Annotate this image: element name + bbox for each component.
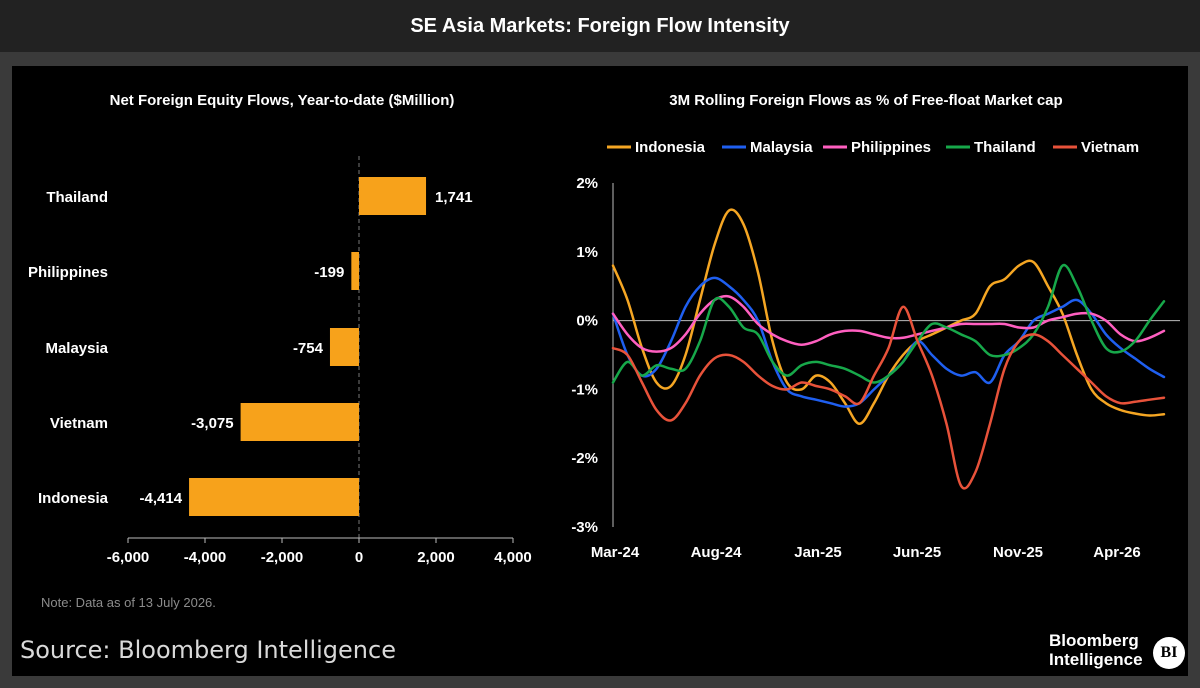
bar-malaysia <box>329 328 359 366</box>
bar-data-label: 1,741 <box>435 189 473 206</box>
bar-chart-note: Note: Data as of 13 July 2026. <box>41 595 216 610</box>
legend-label: Thailand <box>974 139 1036 156</box>
bar-category-label: Vietnam <box>50 415 108 432</box>
bar-indonesia <box>189 478 359 516</box>
bar-data-label: -199 <box>314 264 344 281</box>
line-series-vietnam <box>611 305 1166 490</box>
line-y-tick-label: -3% <box>571 519 598 536</box>
bar-vietnam <box>240 403 359 441</box>
bar-data-label: -3,075 <box>191 415 234 432</box>
line-y-tick-label: 1% <box>576 244 598 261</box>
line-series-philippines <box>611 294 1166 353</box>
brand-line-2: Intelligence <box>1049 650 1143 669</box>
line-x-tick-label: Mar-24 <box>591 544 640 561</box>
brand-line-1: Bloomberg <box>1049 631 1139 650</box>
line-y-tick-label: -2% <box>571 450 598 467</box>
line-y-tick-label: 0% <box>576 313 598 330</box>
bar-x-tick-label: 4,000 <box>494 549 532 566</box>
bar-x-tick-label: -6,000 <box>107 549 150 566</box>
legend-label: Philippines <box>851 139 931 156</box>
bar-category-label: Malaysia <box>45 340 108 357</box>
line-series-indonesia <box>611 208 1166 426</box>
bar-chart: Net Foreign Equity Flows, Year-to-date (… <box>28 92 532 610</box>
bar-x-tick-label: 0 <box>355 549 363 566</box>
line-y-tick-label: -1% <box>571 381 598 398</box>
line-x-tick-label: Aug-24 <box>691 544 742 561</box>
brand-badge-icon: BI <box>1153 637 1185 669</box>
bar-data-label: -754 <box>293 340 324 357</box>
bar-x-tick-label: 2,000 <box>417 549 455 566</box>
bar-category-label: Philippines <box>28 264 108 281</box>
line-x-tick-label: Apr-26 <box>1093 544 1141 561</box>
page-title: SE Asia Markets: Foreign Flow Intensity <box>0 0 1200 52</box>
source-caption: Source: Bloomberg Intelligence <box>20 636 396 664</box>
brand-logo-text: Bloomberg Intelligence <box>1049 631 1149 669</box>
legend-label: Vietnam <box>1081 139 1139 156</box>
bar-philippines <box>351 252 359 290</box>
line-chart-title: 3M Rolling Foreign Flows as % of Free-fl… <box>669 92 1062 109</box>
chart-panel <box>12 66 1188 676</box>
line-x-tick-label: Jan-25 <box>794 544 842 561</box>
bar-category-label: Indonesia <box>38 490 109 507</box>
line-y-tick-label: 2% <box>576 175 598 192</box>
line-chart: 3M Rolling Foreign Flows as % of Free-fl… <box>571 92 1180 561</box>
bar-data-label: -4,414 <box>140 490 183 507</box>
legend-label: Indonesia <box>635 139 706 156</box>
bar-chart-title: Net Foreign Equity Flows, Year-to-date (… <box>110 92 455 109</box>
line-series-thailand <box>611 263 1166 384</box>
legend-label: Malaysia <box>750 139 813 156</box>
bar-x-tick-label: -2,000 <box>261 549 304 566</box>
bar-thailand <box>359 177 427 215</box>
line-x-tick-label: Jun-25 <box>893 544 941 561</box>
bar-category-label: Thailand <box>46 189 108 206</box>
bar-x-tick-label: -4,000 <box>184 549 227 566</box>
line-x-tick-label: Nov-25 <box>993 544 1043 561</box>
